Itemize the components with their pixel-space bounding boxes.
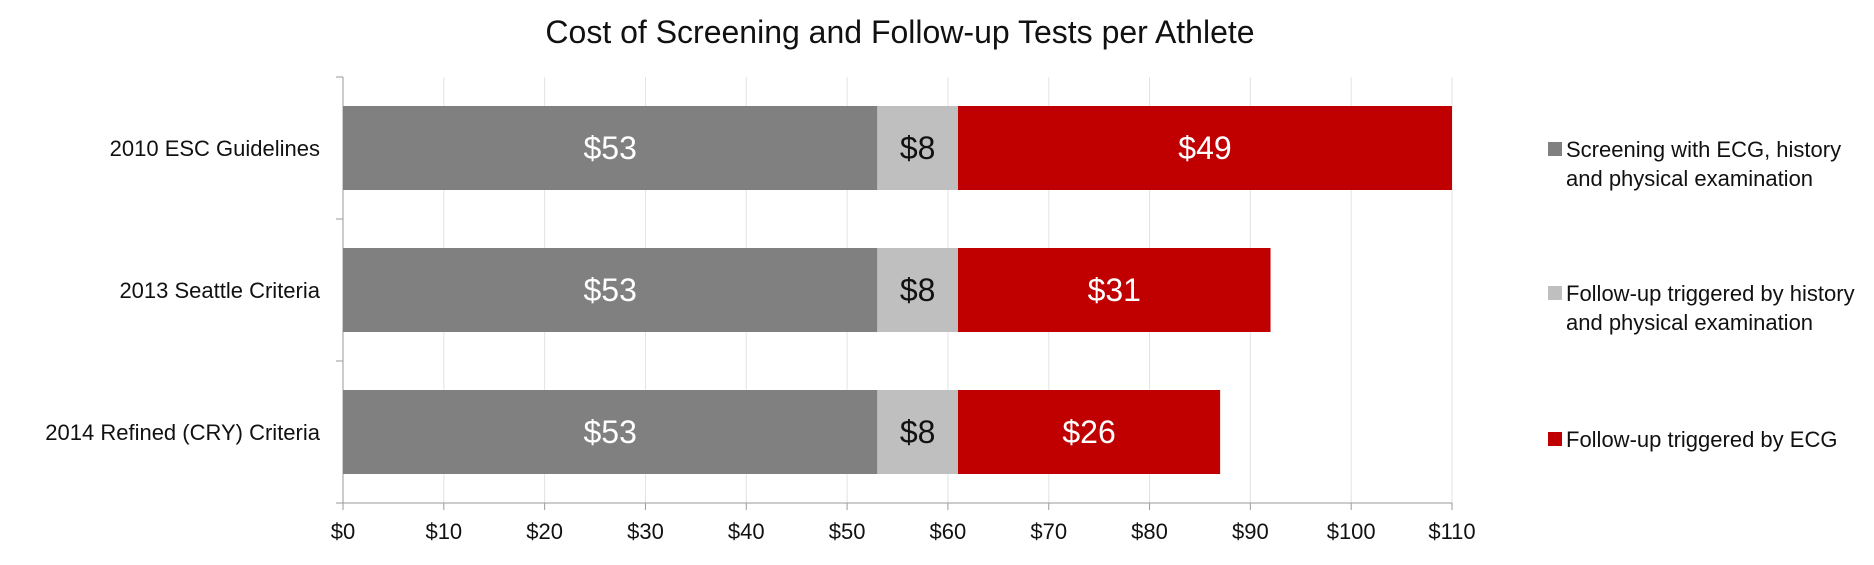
x-tick-label: $100 — [1327, 519, 1376, 544]
legend-label-ecg-followup: Follow-up triggered by ECG — [1566, 427, 1838, 452]
x-tick-label: $10 — [425, 519, 462, 544]
category-label: 2013 Seattle Criteria — [119, 278, 320, 303]
x-tick-label: $70 — [1030, 519, 1067, 544]
data-label: $49 — [1178, 130, 1231, 166]
bar-segment — [343, 106, 878, 190]
data-label: $8 — [900, 414, 936, 450]
bar-segment — [877, 106, 958, 190]
category-label: 2010 ESC Guidelines — [110, 136, 320, 161]
x-tick-label: $110 — [1428, 519, 1475, 544]
legend-swatch-history-followup — [1548, 286, 1562, 300]
category-label: 2014 Refined (CRY) Criteria — [45, 420, 320, 445]
x-tick-label: $40 — [728, 519, 765, 544]
bar-segment — [343, 390, 878, 474]
data-label: $8 — [900, 130, 936, 166]
legend-swatch-ecg-followup — [1548, 432, 1562, 446]
x-tick-label: $90 — [1232, 519, 1269, 544]
chart-title: Cost of Screening and Follow-up Tests pe… — [545, 14, 1255, 50]
bar-segment — [957, 106, 1452, 190]
legend-item-screening: Screening with ECG, history and physical… — [1548, 135, 1868, 193]
x-tick-label: $30 — [627, 519, 664, 544]
chart-plot-area: $0 $10 $20 $30 $40 $50 $60 $70 $80 $90 $100 $110 201… — [45, 76, 1476, 544]
data-label: $53 — [583, 130, 636, 166]
legend-label-screening: Screening with ECG, history and physical… — [1566, 137, 1842, 191]
data-label: $53 — [583, 272, 636, 308]
x-tick-label: $20 — [526, 519, 563, 544]
bar-segment — [877, 248, 958, 332]
legend-item-history-followup: Follow-up triggered by history and physi… — [1548, 279, 1868, 337]
bar-segment — [957, 248, 1271, 332]
x-tick-label: $80 — [1131, 519, 1168, 544]
bar-segment — [877, 390, 958, 474]
x-tick-label: $50 — [829, 519, 866, 544]
legend-swatch-screening — [1548, 142, 1562, 156]
legend-item-ecg-followup: Follow-up triggered by ECG — [1548, 425, 1868, 454]
x-tick-label: $60 — [930, 519, 967, 544]
data-label: $8 — [900, 272, 936, 308]
data-label: $26 — [1062, 414, 1115, 450]
bar-segment — [957, 390, 1221, 474]
bar-segment — [343, 248, 878, 332]
data-label: $31 — [1088, 272, 1141, 308]
x-tick-label: $0 — [331, 519, 355, 544]
data-label: $53 — [583, 414, 636, 450]
legend-label-history-followup: Follow-up triggered by history and physi… — [1566, 281, 1855, 335]
